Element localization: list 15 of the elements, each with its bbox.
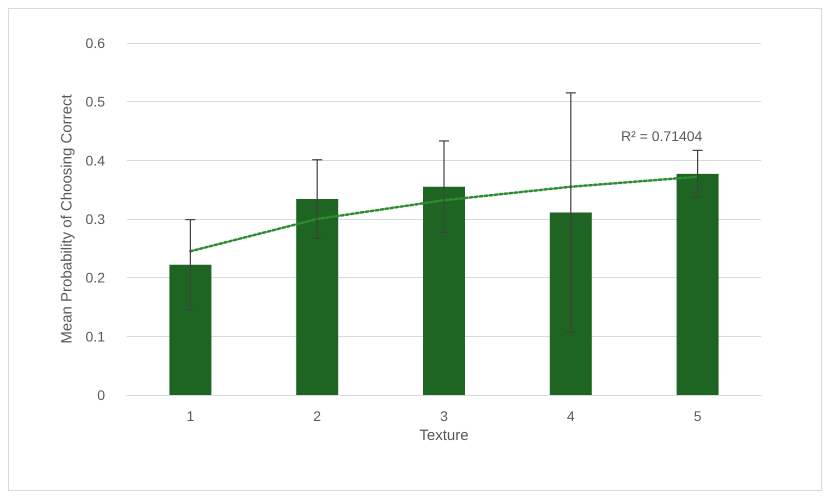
x-tick-label: 4: [566, 408, 575, 424]
y-tick-label: 0.6: [86, 35, 106, 51]
y-axis-title: Mean Probability of Choosing Correct: [58, 94, 76, 344]
x-tick-label: 1: [186, 408, 194, 424]
y-tick-label: 0.4: [86, 152, 106, 168]
x-tick-label: 3: [440, 408, 448, 424]
y-tick-label: 0: [97, 387, 106, 403]
x-tick-label: 2: [313, 408, 322, 424]
x-tick-label: 5: [694, 408, 702, 424]
y-tick-label: 0.5: [86, 94, 106, 110]
y-tick-label: 0.2: [86, 270, 106, 286]
x-axis-title: Texture: [419, 427, 469, 444]
annotation: R² = 0.71404: [621, 128, 703, 144]
y-tick-label: 0.3: [86, 211, 106, 227]
y-tick-label: 0.1: [86, 328, 106, 344]
